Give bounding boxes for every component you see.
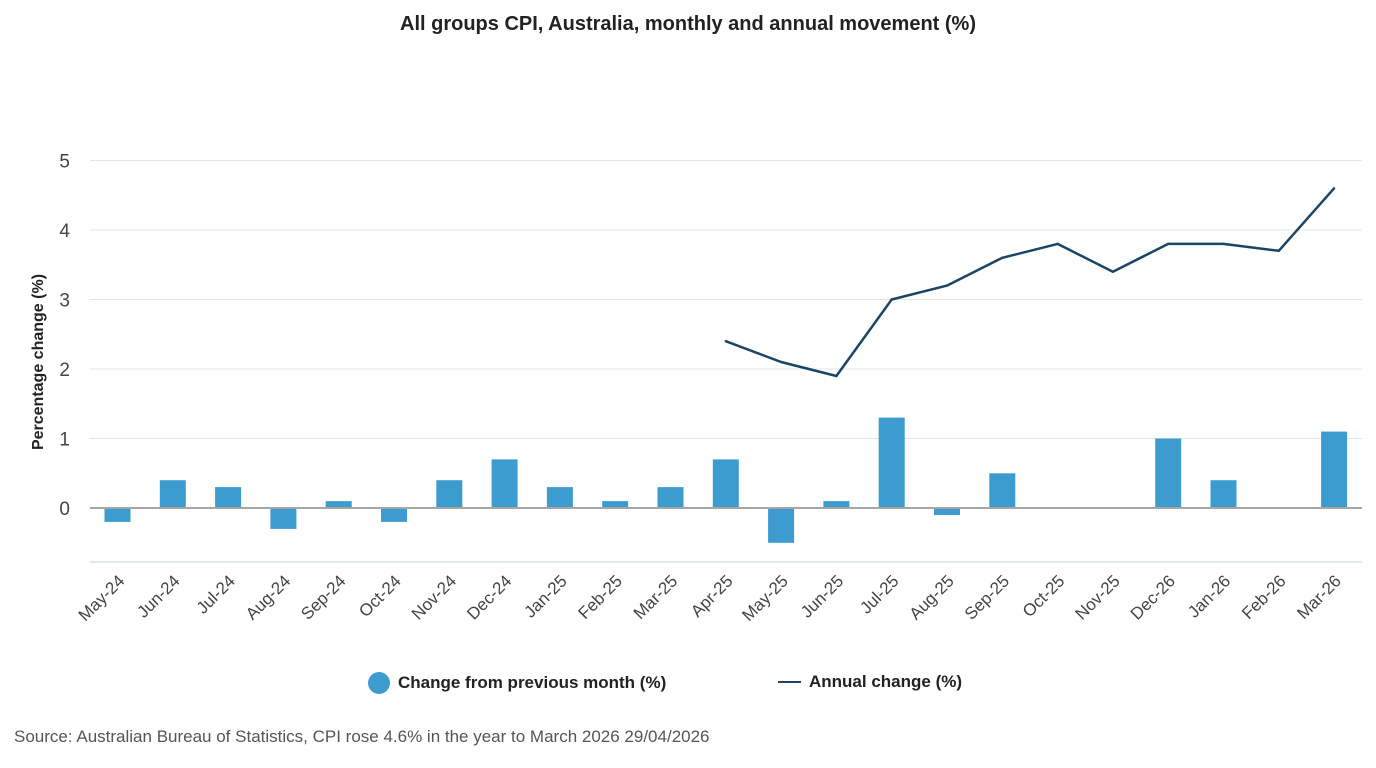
x-tick-label: May-24 bbox=[75, 571, 129, 625]
x-tick-label: Jan-26 bbox=[1184, 571, 1234, 621]
line-point-Jun-25[interactable] bbox=[835, 374, 838, 378]
bar-Jan-25[interactable] bbox=[546, 487, 573, 508]
line-point-Jan-26[interactable] bbox=[1222, 242, 1225, 246]
x-axis-ticks: May-24 Jun-24 Jul-24 Aug-24 Sep-24 Oct-24 Nov-… bbox=[75, 571, 1345, 625]
y-tick-label: 2 bbox=[59, 360, 70, 381]
x-tick-label: Jun-24 bbox=[133, 571, 183, 621]
y-tick-label: 4 bbox=[59, 221, 70, 242]
line-point-Nov-25[interactable] bbox=[1111, 270, 1115, 273]
x-tick-label: Dec-24 bbox=[463, 571, 515, 623]
x-tick-label: Jun-25 bbox=[797, 571, 847, 621]
line-point-Oct-25[interactable] bbox=[1056, 242, 1059, 246]
bar-Jun-24[interactable] bbox=[159, 480, 186, 508]
x-tick-label: Feb-26 bbox=[1238, 571, 1290, 623]
x-tick-label: Nov-25 bbox=[1072, 571, 1124, 623]
line-point-Feb-26[interactable] bbox=[1277, 249, 1281, 252]
bar-Nov-24[interactable] bbox=[436, 480, 463, 508]
x-tick-label: Jul-25 bbox=[856, 571, 902, 617]
bar-May-25[interactable] bbox=[768, 508, 795, 543]
legend-line-swatch-icon bbox=[778, 681, 801, 683]
x-tick-label: Dec-26 bbox=[1127, 571, 1179, 623]
legend-label-annual-change: Annual change (%) bbox=[809, 672, 963, 691]
y-tick-label: 3 bbox=[59, 291, 70, 312]
x-tick-label: Jul-24 bbox=[193, 571, 239, 617]
line-point-Aug-25[interactable] bbox=[945, 284, 949, 287]
source-note: Source: Australian Bureau of Statistics,… bbox=[14, 727, 710, 746]
x-tick-label: Aug-25 bbox=[906, 571, 958, 623]
line-point-Dec-26[interactable] bbox=[1167, 242, 1170, 246]
bar-Sep-25[interactable] bbox=[989, 473, 1016, 509]
bar-Mar-25[interactable] bbox=[657, 487, 684, 508]
x-tick-label: May-25 bbox=[738, 571, 792, 625]
bar-Sep-24[interactable] bbox=[325, 501, 352, 508]
x-tick-label: Nov-24 bbox=[408, 571, 460, 623]
bar-series-monthly-change bbox=[104, 417, 1348, 543]
annual-change-line[interactable] bbox=[725, 187, 1336, 378]
y-tick-label: 5 bbox=[59, 152, 70, 173]
line-point-Sep-25[interactable] bbox=[1001, 256, 1004, 259]
x-tick-label: Apr-25 bbox=[687, 571, 737, 621]
legend-item-monthly-change[interactable]: Change from previous month (%) bbox=[368, 672, 666, 694]
bar-Mar-26[interactable] bbox=[1321, 431, 1348, 508]
bar-Jul-25[interactable] bbox=[878, 417, 905, 508]
bar-May-24[interactable] bbox=[104, 508, 131, 522]
x-tick-label: Feb-25 bbox=[574, 571, 626, 623]
bar-Jul-24[interactable] bbox=[215, 487, 242, 508]
line-point-Mar-26[interactable] bbox=[1332, 187, 1336, 190]
bar-Aug-24[interactable] bbox=[270, 508, 297, 529]
chart-title: All groups CPI, Australia, monthly and a… bbox=[400, 13, 976, 35]
bar-Jun-25[interactable] bbox=[823, 501, 850, 508]
x-tick-label: Mar-25 bbox=[630, 571, 682, 623]
x-tick-label: Mar-26 bbox=[1293, 571, 1345, 623]
x-tick-label: Oct-24 bbox=[355, 571, 405, 621]
x-tick-label: Sep-25 bbox=[961, 571, 1013, 623]
line-point-Jul-25[interactable] bbox=[890, 298, 893, 301]
bar-Dec-26[interactable] bbox=[1155, 438, 1182, 509]
y-axis-ticks: 0 1 2 3 4 5 bbox=[59, 152, 70, 521]
gridlines bbox=[90, 160, 1362, 563]
y-axis-label: Percentage change (%) bbox=[30, 274, 47, 450]
bar-Oct-24[interactable] bbox=[381, 508, 407, 522]
x-tick-label: Aug-24 bbox=[242, 571, 294, 623]
bar-Feb-25[interactable] bbox=[602, 501, 629, 508]
legend-label-monthly-change: Change from previous month (%) bbox=[398, 673, 667, 692]
x-tick-label: Oct-25 bbox=[1019, 571, 1069, 621]
bar-Dec-24[interactable] bbox=[491, 459, 518, 508]
x-tick-label: Jan-25 bbox=[521, 571, 571, 621]
line-series-annual-change bbox=[724, 187, 1336, 378]
legend-item-annual-change[interactable]: Annual change (%) bbox=[778, 672, 962, 692]
line-point-Apr-25[interactable] bbox=[724, 340, 727, 343]
line-point-May-25[interactable] bbox=[779, 360, 783, 364]
x-tick-label: Sep-24 bbox=[297, 571, 349, 623]
y-tick-label: 0 bbox=[59, 499, 70, 520]
bar-Aug-25[interactable] bbox=[934, 508, 960, 515]
legend-bar-swatch-icon bbox=[368, 672, 390, 694]
y-tick-label: 1 bbox=[59, 430, 70, 451]
bar-Apr-25[interactable] bbox=[712, 459, 739, 508]
bar-Jan-26[interactable] bbox=[1210, 480, 1237, 508]
